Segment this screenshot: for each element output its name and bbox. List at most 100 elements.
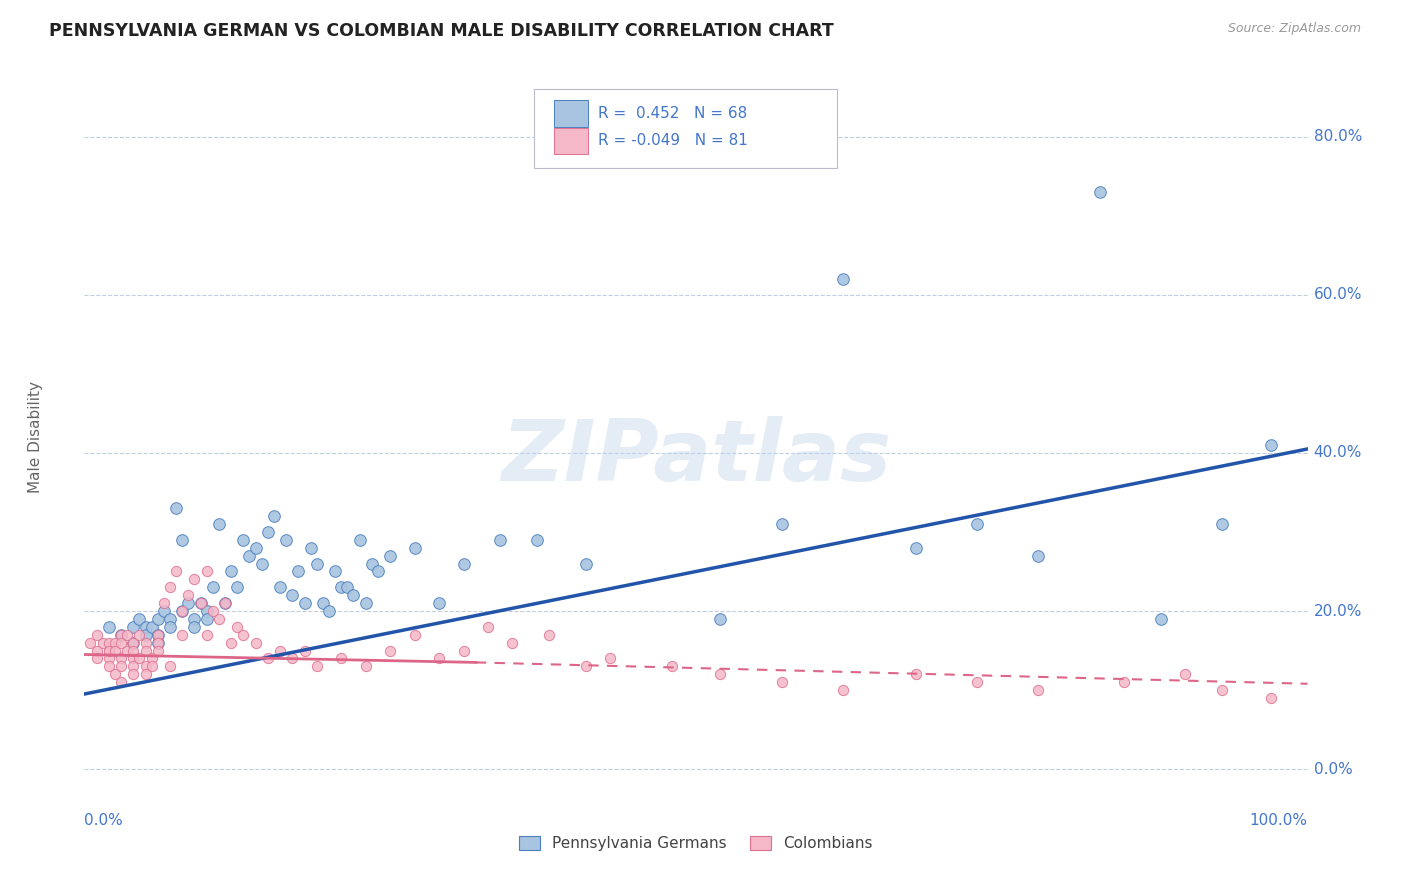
Point — [115, 643, 138, 657]
Point — [599, 651, 621, 665]
Point — [354, 596, 377, 610]
Point — [122, 659, 145, 673]
Point — [97, 620, 120, 634]
Point — [330, 651, 353, 665]
Point — [905, 667, 928, 681]
Point — [250, 557, 273, 571]
Point — [146, 635, 169, 649]
Point — [122, 643, 145, 657]
Point — [360, 557, 382, 571]
Point — [245, 541, 267, 555]
Point — [128, 651, 150, 665]
Point — [141, 620, 163, 634]
Point — [79, 635, 101, 649]
Point — [97, 643, 120, 657]
Point — [159, 612, 181, 626]
Point — [1150, 612, 1173, 626]
Point — [135, 667, 157, 681]
Point — [966, 516, 988, 531]
Point — [380, 643, 402, 657]
Point — [269, 643, 291, 657]
Point — [294, 643, 316, 657]
Point — [146, 612, 169, 626]
Legend: Pennsylvania Germans, Colombians: Pennsylvania Germans, Colombians — [513, 830, 879, 857]
Point — [214, 596, 236, 610]
Point — [172, 533, 194, 547]
Text: 60.0%: 60.0% — [1313, 287, 1362, 302]
Point — [104, 643, 127, 657]
Point — [141, 659, 163, 673]
Point — [330, 580, 353, 594]
Point — [122, 635, 145, 649]
Point — [97, 643, 120, 657]
Point — [318, 604, 340, 618]
Point — [966, 675, 988, 690]
Text: PENNSYLVANIA GERMAN VS COLOMBIAN MALE DISABILITY CORRELATION CHART: PENNSYLVANIA GERMAN VS COLOMBIAN MALE DI… — [49, 22, 834, 40]
Point — [219, 565, 242, 579]
Point — [135, 643, 157, 657]
Point — [97, 635, 120, 649]
Point — [201, 604, 224, 618]
Point — [905, 541, 928, 555]
Point — [135, 628, 157, 642]
Point — [183, 573, 205, 587]
Point — [159, 659, 181, 673]
Point — [1114, 675, 1136, 690]
Point — [165, 565, 187, 579]
Point — [122, 651, 145, 665]
Point — [1211, 683, 1233, 698]
Point — [115, 628, 138, 642]
Point — [427, 651, 450, 665]
Point — [1028, 683, 1050, 698]
Point — [709, 612, 731, 626]
Point — [575, 659, 598, 673]
Point — [91, 635, 114, 649]
Text: R =  0.452   N = 68: R = 0.452 N = 68 — [598, 106, 747, 120]
Point — [312, 596, 335, 610]
Text: 80.0%: 80.0% — [1313, 129, 1362, 145]
Point — [380, 549, 402, 563]
Point — [299, 541, 322, 555]
Point — [1211, 516, 1233, 531]
Point — [86, 643, 108, 657]
Point — [305, 557, 328, 571]
Point — [404, 541, 426, 555]
Point — [1088, 185, 1111, 199]
Point — [165, 501, 187, 516]
Point — [427, 596, 450, 610]
Point — [526, 533, 548, 547]
Point — [110, 675, 132, 690]
Point — [86, 628, 108, 642]
Point — [257, 651, 280, 665]
Point — [172, 604, 194, 618]
Point — [354, 659, 377, 673]
Point — [349, 533, 371, 547]
Point — [146, 635, 169, 649]
Text: Source: ZipAtlas.com: Source: ZipAtlas.com — [1227, 22, 1361, 36]
Point — [367, 565, 389, 579]
Point — [135, 635, 157, 649]
Point — [97, 651, 120, 665]
Point — [232, 628, 254, 642]
Point — [104, 667, 127, 681]
Point — [201, 580, 224, 594]
Point — [661, 659, 683, 673]
Point — [1260, 438, 1282, 452]
Point — [153, 596, 176, 610]
Point — [177, 588, 200, 602]
Point — [453, 643, 475, 657]
Point — [263, 509, 285, 524]
Point — [110, 628, 132, 642]
Point — [245, 635, 267, 649]
Point — [709, 667, 731, 681]
Point — [190, 596, 212, 610]
Point — [770, 675, 793, 690]
Point — [110, 659, 132, 673]
Point — [122, 667, 145, 681]
Point — [276, 533, 298, 547]
Point — [305, 659, 328, 673]
Point — [501, 635, 523, 649]
Point — [208, 612, 231, 626]
Text: Male Disability: Male Disability — [28, 381, 44, 493]
Point — [159, 580, 181, 594]
